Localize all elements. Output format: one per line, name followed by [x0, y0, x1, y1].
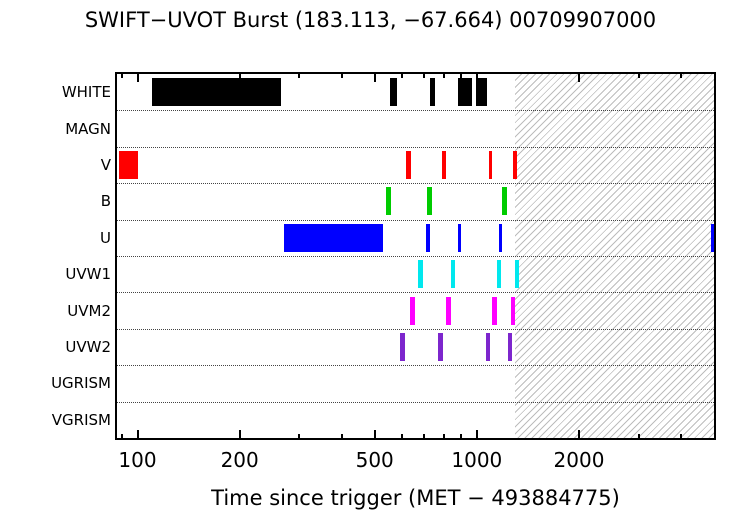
row-separator [117, 365, 714, 367]
minor-axis-tick [637, 74, 640, 78]
row-label-uvw2: UVW2 [65, 338, 111, 356]
interval-bar-uvw1 [514, 260, 520, 289]
interval-bar-v [488, 151, 493, 179]
interval-bar-u [426, 223, 431, 252]
major-axis-tick [373, 74, 376, 82]
minor-axis-tick [442, 434, 445, 438]
row-separator [117, 401, 714, 403]
interval-bar-uvm2 [445, 296, 452, 325]
interval-bar-uvw2 [507, 333, 512, 361]
row-label-v: V [100, 156, 111, 174]
row-label-u: U [100, 228, 111, 247]
interval-bar-b [502, 187, 507, 216]
row-separator [117, 183, 714, 185]
x-tick-label: 2000 [553, 448, 605, 472]
x-tick-label: 1000 [451, 448, 503, 472]
chart-title: SWIFT−UVOT Burst (183.113, −67.664) 0070… [84, 8, 657, 32]
major-axis-tick [577, 74, 580, 82]
interval-bar-b [427, 187, 433, 216]
plot-area [115, 72, 716, 440]
minor-axis-tick [460, 434, 463, 438]
interval-bar-v [442, 151, 446, 179]
row-separator [117, 110, 714, 112]
minor-axis-tick [680, 74, 683, 78]
major-axis-tick [136, 74, 139, 82]
interval-bar-white [430, 78, 436, 107]
major-axis-tick [238, 74, 241, 82]
interval-bar-uvw2 [400, 333, 406, 361]
row-label-b: B [100, 192, 111, 211]
interval-bar-white [151, 78, 282, 107]
row-label-ugrism: UGRISM [51, 374, 111, 393]
x-tick-label: 200 [220, 448, 259, 472]
minor-axis-tick [637, 434, 640, 438]
minor-axis-tick [460, 74, 463, 78]
interval-bar-white [390, 78, 397, 107]
row-label-magn: MAGN [65, 119, 111, 138]
interval-bar-u [498, 223, 503, 252]
major-axis-tick [577, 430, 580, 438]
major-axis-tick [238, 430, 241, 438]
x-tick-label: 500 [355, 448, 394, 472]
interval-bar-b [386, 187, 391, 216]
interval-bar-u [711, 223, 715, 252]
interval-bar-v [118, 151, 138, 179]
minor-axis-tick [340, 434, 343, 438]
interval-bar-v [406, 151, 412, 179]
interval-bar-uvm2 [409, 296, 416, 325]
interval-bar-u [283, 223, 384, 252]
interval-bar-white [476, 78, 488, 107]
major-axis-tick [475, 74, 478, 82]
interval-bar-uvw1 [497, 260, 501, 289]
interval-bar-u [457, 223, 462, 252]
major-axis-tick [373, 430, 376, 438]
row-separator [117, 219, 714, 221]
major-axis-tick [136, 430, 139, 438]
minor-axis-tick [423, 74, 426, 78]
row-separator [117, 256, 714, 257]
minor-axis-tick [680, 434, 683, 438]
interval-bar-uvw2 [437, 333, 443, 361]
interval-bar-uvm2 [510, 296, 516, 325]
minor-axis-tick [400, 434, 403, 438]
minor-axis-tick [120, 434, 123, 438]
x-axis-label: Time since trigger (MET − 493884775) [211, 486, 620, 510]
row-label-uvm2: UVM2 [67, 301, 111, 320]
row-label-white: WHITE [61, 83, 111, 102]
interval-bar-v [513, 151, 517, 179]
major-axis-tick [475, 430, 478, 438]
x-tick-label: 100 [118, 448, 157, 472]
interval-bar-white [457, 78, 472, 107]
minor-axis-tick [442, 74, 445, 78]
minor-axis-tick [400, 74, 403, 78]
minor-axis-tick [298, 434, 301, 438]
minor-axis-tick [120, 74, 123, 78]
interval-bar-uvm2 [491, 296, 497, 325]
row-label-uvw1: UVW1 [65, 265, 111, 284]
interval-bar-uvw2 [485, 333, 490, 361]
minor-axis-tick [423, 434, 426, 438]
minor-axis-tick [298, 74, 301, 78]
row-label-vgrism: VGRISM [51, 410, 111, 429]
row-separator [117, 328, 714, 330]
row-separator [117, 292, 714, 294]
row-separator [117, 146, 714, 148]
interval-bar-uvw1 [417, 260, 424, 289]
minor-axis-tick [340, 74, 343, 78]
interval-bar-uvw1 [451, 260, 455, 289]
